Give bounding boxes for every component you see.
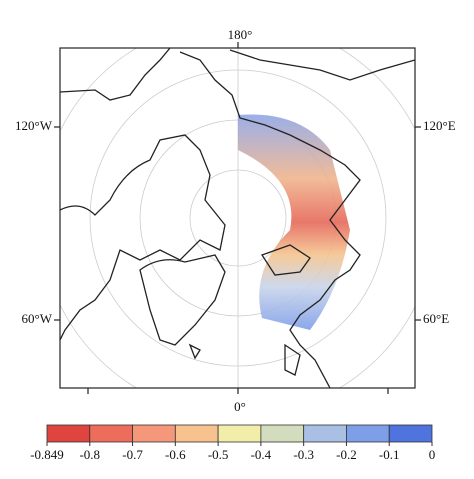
longitude-label: 120°E [423,118,456,133]
longitude-label: 0° [234,399,246,414]
colorbar-swatch [46,424,91,443]
colorbar-tick-label: -0.2 [336,447,357,462]
colorbar-tick-label: -0.6 [165,447,186,462]
longitude-label: 60°E [423,311,449,326]
colorbar-tick-label: -0.849 [30,447,64,462]
coastline [188,343,301,376]
colorbar-swatch [260,424,305,443]
colorbar-swatch [217,424,262,443]
coastline [179,51,361,388]
coastline [261,244,311,276]
colorbar-swatch [174,424,219,443]
frame-ticks [54,42,421,394]
colorbar-tick-label: -0.5 [208,447,229,462]
colorbar-tick-label: -0.7 [122,447,143,462]
colorbar-tick-label: 0 [429,447,436,462]
colorbar-swatch [89,424,133,443]
colorbar-swatch [346,424,390,443]
colorbar-tick-label: -0.3 [293,447,314,462]
coastline [229,49,415,81]
colorbar-tick-label: -0.1 [379,447,400,462]
colorbar-swatch [388,424,433,443]
coastline [60,48,171,101]
colorbar-tick-label: -0.8 [79,447,100,462]
longitude-label: 120°W [15,118,53,133]
map-area [60,48,415,388]
longitude-label: 180° [228,27,253,42]
colorbar-swatch [132,424,176,443]
colorbar-tick-label: -0.4 [251,447,272,462]
colorbar-swatch [303,424,347,443]
data-field [238,114,350,330]
longitude-label: 60°W [22,311,53,326]
coastline [139,254,226,346]
coastline [60,134,226,341]
colorbar: -0.849 -0.8 -0.7 -0.6 -0.5 -0.4 -0.3 -0.2 -0.1 0 [30,424,436,462]
